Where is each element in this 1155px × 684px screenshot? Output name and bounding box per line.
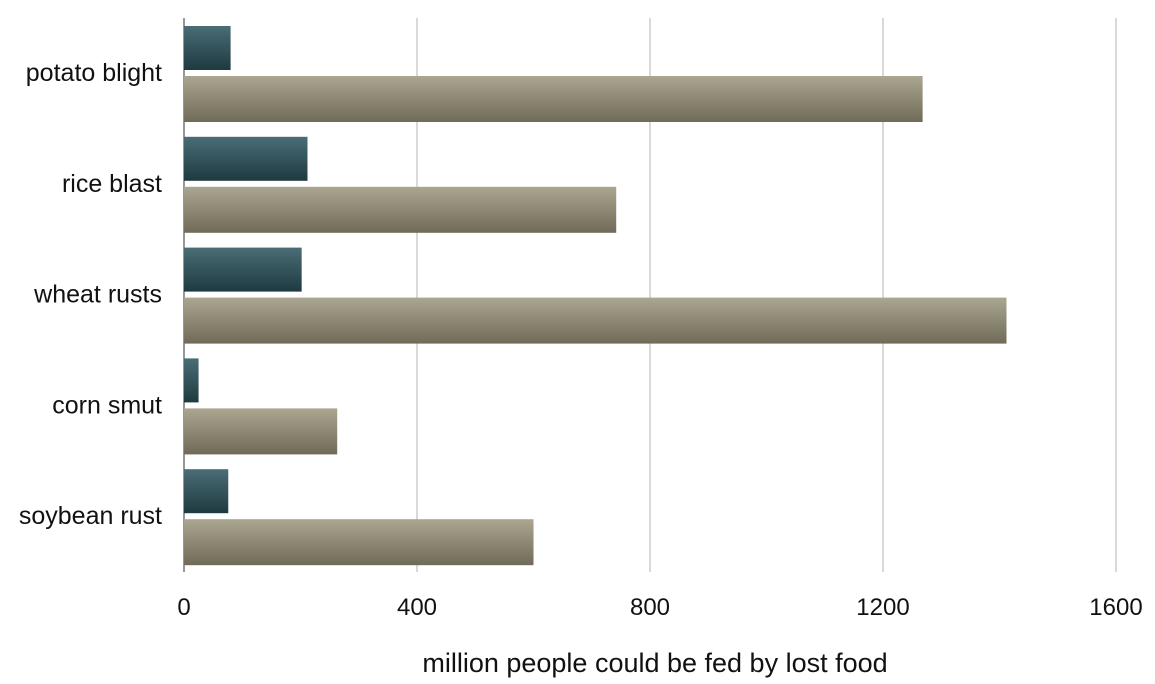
x-tick-label: 1200 [856, 594, 909, 621]
bar-rice-blast-series-1 [184, 136, 308, 181]
x-axis-title: million people could be fed by lost food [422, 648, 887, 678]
category-label: wheat rusts [33, 281, 162, 309]
bar-corn-smut-series-2 [184, 408, 338, 455]
bar-potato-blight-series-2 [184, 76, 923, 122]
bar-soybean-rust-series-2 [184, 519, 534, 566]
bar-wheat-rusts-series-2 [184, 297, 1007, 344]
x-tick-label: 0 [177, 594, 190, 621]
category-labels: potato blight rice blast wheat rusts corn s… [19, 59, 162, 530]
x-tick-label: 400 [397, 594, 437, 621]
category-label: corn smut [52, 391, 162, 419]
x-tick-label: 1600 [1089, 594, 1142, 621]
bar-rice-blast-series-2 [184, 186, 617, 233]
category-label: soybean rust [19, 502, 162, 530]
x-tick-labels: 0 400 800 1200 1600 [177, 594, 1142, 621]
bar-soybean-rust-series-1 [184, 469, 229, 514]
bars [184, 26, 1007, 566]
category-label: rice blast [62, 170, 162, 198]
x-tick-label: 800 [630, 594, 670, 621]
bar-corn-smut-series-1 [184, 358, 199, 403]
category-label: potato blight [26, 59, 162, 87]
bar-potato-blight-series-1 [184, 26, 231, 70]
bar-wheat-rusts-series-1 [184, 247, 302, 292]
